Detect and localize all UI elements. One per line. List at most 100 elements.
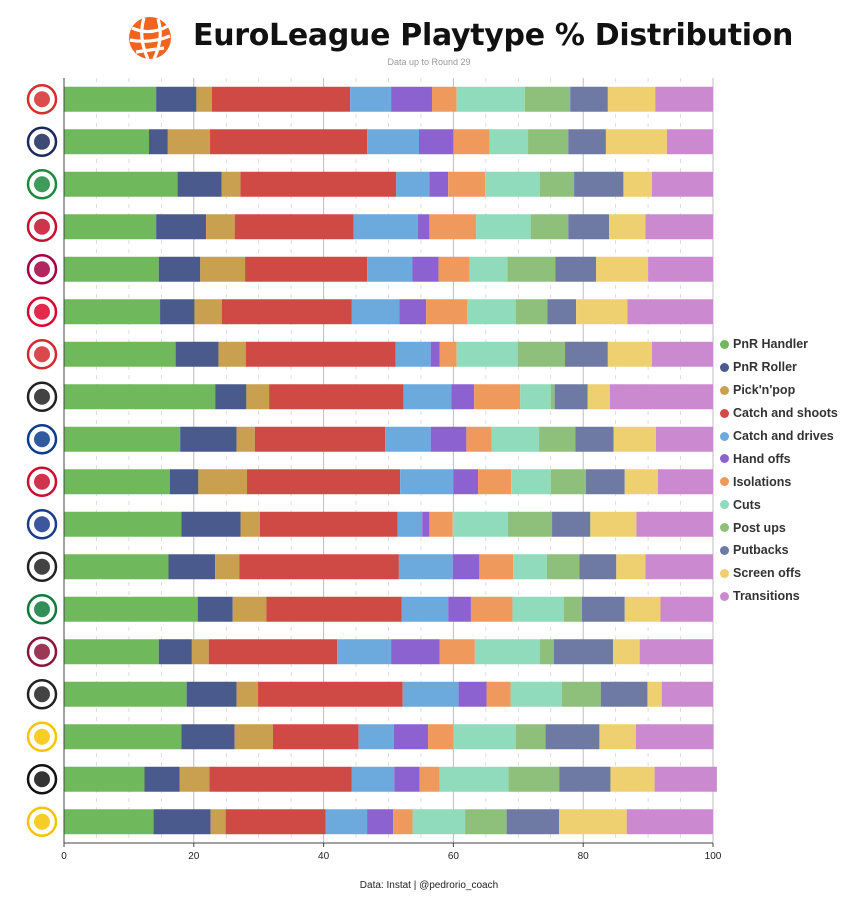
bar-segment <box>64 554 169 580</box>
bar-segment <box>266 596 402 622</box>
bar-segment <box>605 129 667 155</box>
team-logo-icon <box>26 551 58 582</box>
bar-segment <box>245 341 396 367</box>
bar-segment <box>596 256 649 282</box>
bar-segment <box>64 596 198 622</box>
bar-segment <box>245 256 368 282</box>
legend-item: Catch and shoots <box>720 402 838 425</box>
bar-segment <box>660 596 713 622</box>
bar-segment <box>438 256 470 282</box>
bar-segment <box>613 639 640 665</box>
bar-segment <box>258 681 403 707</box>
bar-segment <box>225 809 326 835</box>
bar-segment <box>645 554 713 580</box>
legend-swatch <box>720 454 729 464</box>
bar-segment <box>156 214 207 240</box>
bar-segment <box>624 596 661 622</box>
bar-segment <box>351 299 400 325</box>
bar-segment <box>234 724 273 750</box>
bar-segment <box>568 214 610 240</box>
bar-segment <box>64 639 159 665</box>
bar-segment <box>600 681 648 707</box>
bar-segment <box>247 469 401 495</box>
bar-segment <box>169 469 199 495</box>
bar-segment <box>508 766 560 792</box>
bar-segment <box>575 426 614 452</box>
team-logo-icon <box>26 126 58 157</box>
legend-item: Post ups <box>720 516 838 539</box>
bar-segment <box>64 299 161 325</box>
bar-segment <box>429 511 453 537</box>
x-tick-label: 0 <box>61 851 67 862</box>
bar-segment <box>453 129 490 155</box>
bar-segment <box>626 809 713 835</box>
bar-segment <box>367 256 413 282</box>
bar-segment <box>507 256 556 282</box>
bar-segment <box>198 469 248 495</box>
bar-segment <box>179 766 210 792</box>
bar-segment <box>240 171 397 197</box>
bar-segment <box>515 299 548 325</box>
legend-swatch <box>720 339 729 349</box>
bar-segment <box>64 724 182 750</box>
euroleague-logo-icon <box>129 17 171 60</box>
bar-segment <box>236 681 259 707</box>
bar-segment <box>64 256 159 282</box>
bar-segment <box>609 384 713 410</box>
page-subtitle: Data up to Round 29 <box>387 57 471 67</box>
bar-segment <box>353 214 418 240</box>
bar-segment <box>398 554 453 580</box>
bar-segment <box>167 129 211 155</box>
bar-segment <box>651 171 713 197</box>
bar-segment <box>430 426 467 452</box>
bar-segment <box>168 554 216 580</box>
bar-segment <box>149 129 168 155</box>
bar-segment <box>624 469 658 495</box>
bar-segment <box>452 554 480 580</box>
x-tick-label: 100 <box>705 851 722 862</box>
bar-segment <box>181 511 241 537</box>
bar-segment <box>474 639 540 665</box>
legend-label: PnR Roller <box>733 360 797 375</box>
bar-segment <box>561 681 601 707</box>
bar-segment <box>609 214 646 240</box>
legend-swatch <box>720 568 729 578</box>
bar-segment <box>607 86 656 112</box>
legend-swatch <box>720 408 729 418</box>
bar-segment <box>510 681 562 707</box>
x-tick-label: 40 <box>318 851 330 862</box>
bar-segment <box>391 86 432 112</box>
bar-segment <box>64 469 170 495</box>
bar-segment <box>448 596 471 622</box>
bar-segment <box>610 766 655 792</box>
bar-segment <box>210 809 226 835</box>
bar-segment <box>599 724 636 750</box>
bar-segment <box>194 299 222 325</box>
legend-label: Hand offs <box>733 451 791 466</box>
bar-segment <box>211 86 351 112</box>
bar-segment <box>474 384 521 410</box>
bar-segment <box>547 299 577 325</box>
bar-segment <box>470 596 513 622</box>
bar-segment <box>215 384 247 410</box>
bar-segment <box>520 384 551 410</box>
bar-segment <box>552 511 591 537</box>
legend-item: Pick'n'pop <box>720 379 838 402</box>
bar-segment <box>565 341 608 367</box>
bar-segment <box>64 511 182 537</box>
bar-segment <box>401 596 449 622</box>
legend-item: Hand offs <box>720 447 838 470</box>
bar-segment <box>206 214 235 240</box>
bar-segment <box>429 214 477 240</box>
legend-swatch <box>720 500 729 510</box>
bar-segment <box>579 554 617 580</box>
team-logo-icon <box>26 381 58 412</box>
bar-segment <box>325 809 368 835</box>
legend-item: Transitions <box>720 585 838 608</box>
bar-segment <box>528 129 569 155</box>
x-tick-label: 20 <box>188 851 200 862</box>
bar-segment <box>587 384 610 410</box>
header: EuroLeague Playtype % Distribution <box>0 8 858 60</box>
bar-segment <box>158 256 201 282</box>
bar-segment <box>221 171 241 197</box>
